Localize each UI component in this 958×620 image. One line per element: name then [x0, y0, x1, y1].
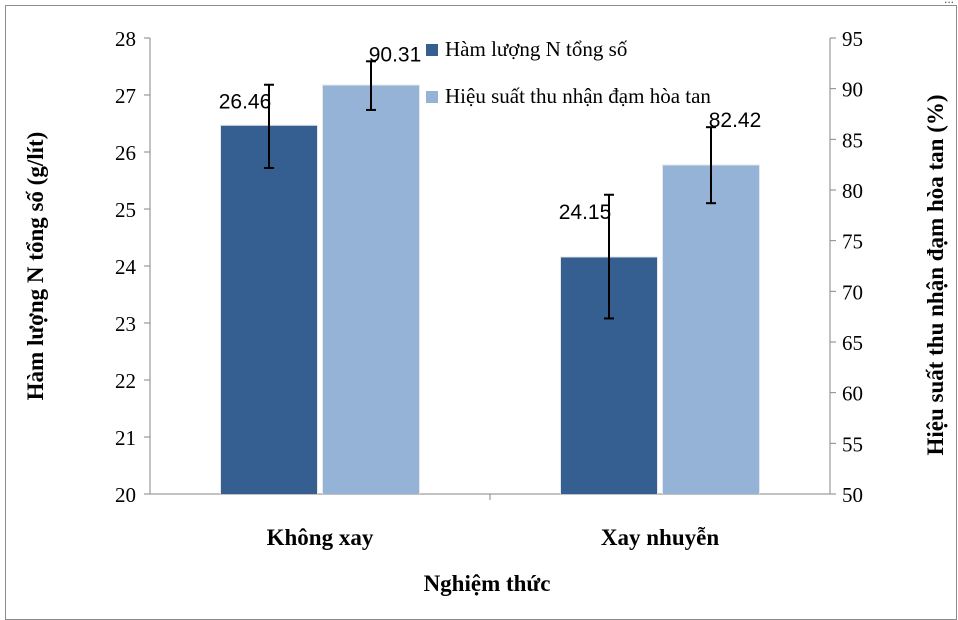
legend-label-series-1: Hàm lượng N tổng số [445, 37, 628, 61]
bar-value-label: 24.15 [559, 201, 612, 224]
y-right-tick-label: 75 [842, 230, 863, 254]
y-left-tick-label: 22 [115, 369, 136, 393]
legend-label-series-2: Hiệu suất thu nhận đạm hòa tan [445, 84, 711, 108]
bar [663, 165, 759, 494]
tick-labels: 20 21 22 23 24 25 26 27 28 50 55 60 65 70 75 80 85 90 95 Kh… [115, 27, 863, 550]
bar [221, 125, 317, 494]
legend-swatch-series-1 [426, 44, 438, 56]
legend: Hàm lượng N tổng số Hiệu suất thu nhận đ… [426, 37, 711, 108]
value-labels: 26.46 24.15 90.31 82.42 [219, 43, 762, 223]
y-right-tick-label: 80 [842, 179, 863, 203]
x-axis-title: Nghiệm thức [424, 571, 551, 596]
bar-value-label: 82.42 [709, 109, 762, 132]
y-right-tick-label: 70 [842, 280, 863, 304]
y-right-tick-label: 85 [842, 128, 863, 152]
y-right-tick-label: 50 [842, 483, 863, 507]
y-right-tick-label: 90 [842, 78, 863, 102]
y-left-tick-label: 28 [115, 27, 136, 51]
legend-swatch-series-2 [426, 91, 438, 103]
y-left-axis-title: Hàm lượng N tổng số (g/lít) [23, 132, 48, 401]
bar-value-label: 90.31 [369, 43, 422, 66]
y-right-tick-label: 55 [842, 432, 863, 456]
error-bars [264, 60, 716, 320]
y-right-tick-label: 60 [842, 382, 863, 406]
x-tick-label: Xay nhuyễn [601, 525, 719, 550]
header-note: ... [944, 0, 954, 6]
y-right-tick-label: 95 [842, 27, 863, 51]
y-right-axis-title: Hiệu suất thu nhận đạm hòa tan (%) [923, 94, 948, 455]
y-left-tick-label: 23 [115, 312, 136, 336]
bar [323, 85, 419, 494]
chart-frame [5, 5, 957, 620]
y-right-tick-label: 65 [842, 331, 863, 355]
bar-value-label: 26.46 [219, 91, 272, 114]
y-left-tick-label: 21 [115, 426, 136, 450]
y-left-tick-label: 27 [115, 84, 136, 108]
bars [220, 84, 760, 494]
y-left-tick-label: 26 [115, 141, 136, 165]
y-left-tick-label: 24 [115, 255, 137, 279]
x-tick-label: Không xay [267, 525, 374, 550]
y-left-tick-label: 20 [115, 483, 136, 507]
y-left-tick-label: 25 [115, 198, 136, 222]
